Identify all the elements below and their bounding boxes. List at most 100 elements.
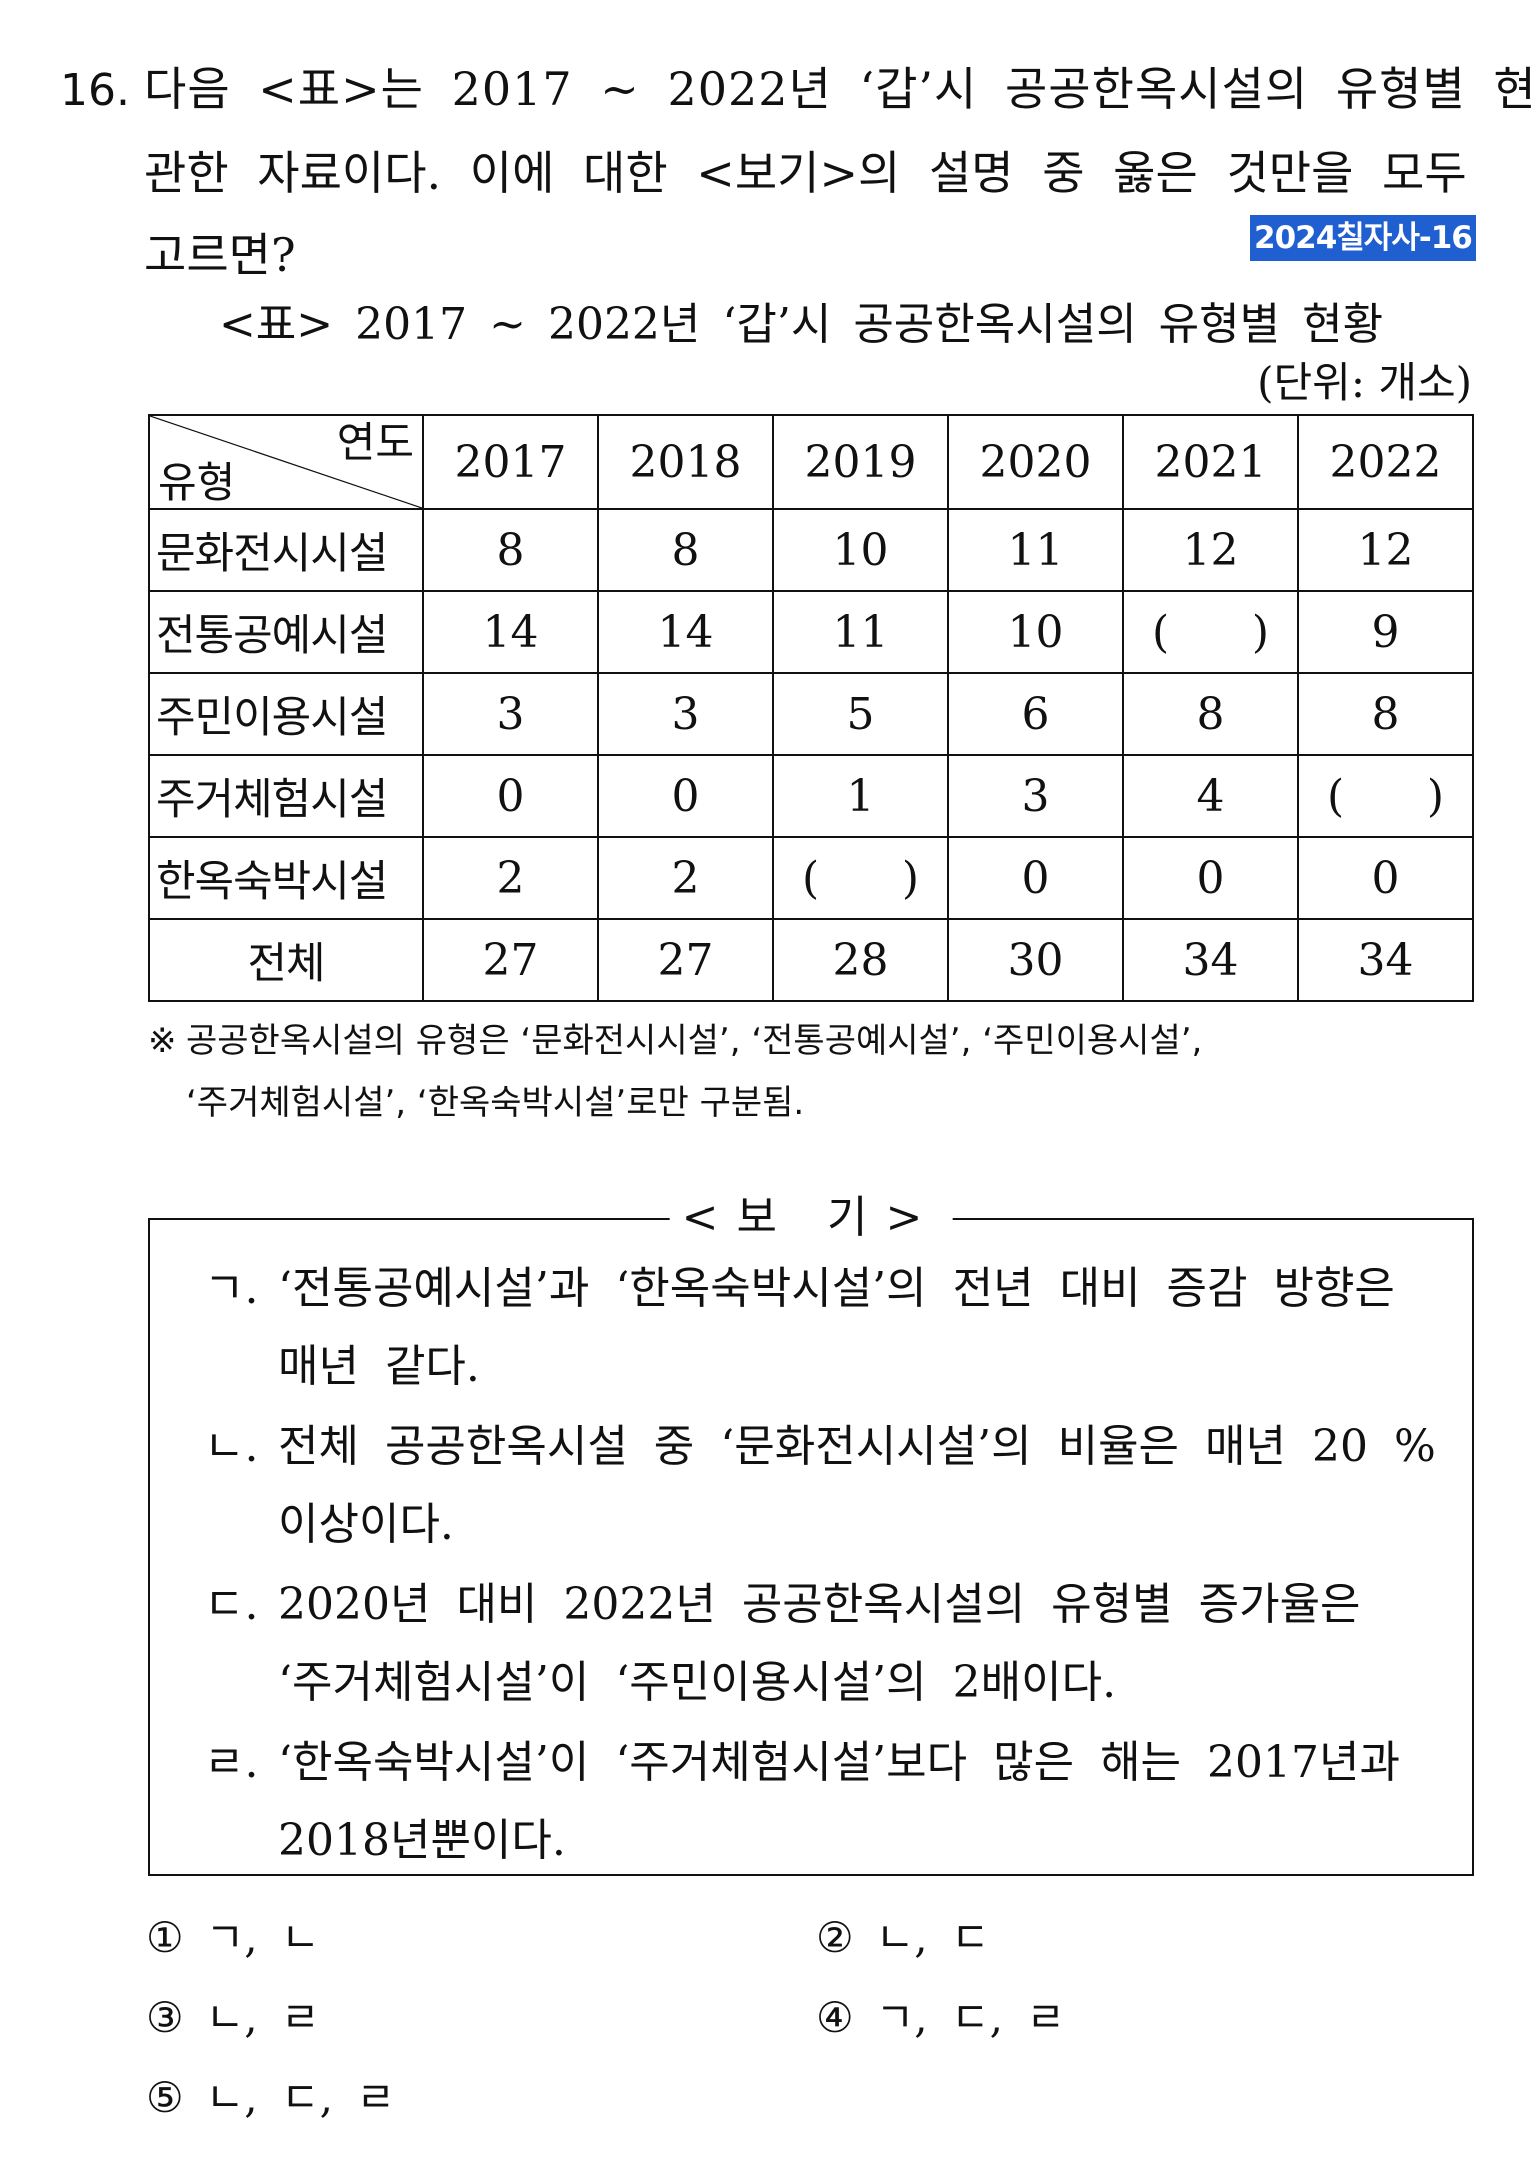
blank-paren: () xyxy=(1327,770,1444,822)
row-label: 주거체험시설 xyxy=(148,754,424,838)
table-cell: 1 xyxy=(772,754,949,838)
table-row: 전통공예시설 14 14 11 10 () 9 xyxy=(148,590,1474,674)
table-cell: 10 xyxy=(947,590,1124,674)
corner-type-label: 유형 xyxy=(158,458,236,507)
table-cell: 34 xyxy=(1122,918,1299,1002)
bogi-item-line: ‘주거체험시설’이 ‘주민이용시설’의 2배이다. xyxy=(278,1657,1117,1708)
row-label: 주민이용시설 xyxy=(148,672,424,756)
data-table: 연도 유형 2017 2018 2019 2020 2021 2022 문화전시… xyxy=(148,414,1474,1002)
table-cell: 34 xyxy=(1297,918,1474,1002)
blank-cell: () xyxy=(1297,754,1474,838)
table-note: ※ 공공한옥시설의 유형은 ‘문화전시시설’, ‘전통공예시설’, ‘주민이용시… xyxy=(148,1010,1476,1134)
answer-choice-5[interactable]: ⑤ ㄴ, ㄷ, ㄹ xyxy=(146,2068,395,2128)
table-cell: 0 xyxy=(597,754,774,838)
note-line-1: 공공한옥시설의 유형은 ‘문화전시시설’, ‘전통공예시설’, ‘주민이용시설’… xyxy=(186,1021,1203,1061)
bogi-item-line: ‘한옥숙박시설’이 ‘주거체험시설’보다 많은 해는 2017년과 xyxy=(278,1737,1400,1788)
table-row: 주거체험시설 0 0 1 3 4 () xyxy=(148,754,1474,838)
table-cell: 9 xyxy=(1297,590,1474,674)
bogi-item: ㄷ. 2020년 대비 2022년 공공한옥시설의 유형별 증가율은 ‘주거체험시… xyxy=(204,1566,1434,1722)
year-header: 2022 xyxy=(1297,414,1474,510)
bogi-item-line: 전체 공공한옥시설 중 ‘문화전시시설’의 비율은 매년 20 % xyxy=(278,1421,1436,1472)
table-header-row: 연도 유형 2017 2018 2019 2020 2021 2022 xyxy=(148,414,1474,510)
bogi-item-label: ㄹ. xyxy=(204,1737,259,1788)
table-cell: 28 xyxy=(772,918,949,1002)
note-line-2: ‘주거체험시설’, ‘한옥숙박시설’로만 구분됨. xyxy=(186,1083,805,1123)
row-label: 전통공예시설 xyxy=(148,590,424,674)
bogi-item-label: ㄴ. xyxy=(204,1421,259,1472)
corner-year-label: 연도 xyxy=(336,418,414,467)
bogi-item: ㄹ. ‘한옥숙박시설’이 ‘주거체험시설’보다 많은 해는 2017년과 2018… xyxy=(204,1724,1434,1880)
year-header: 2020 xyxy=(947,414,1124,510)
choice-number: ② xyxy=(816,1913,854,1962)
blank-paren: () xyxy=(802,852,919,904)
bogi-box: <보 기> ㄱ. ‘전통공예시설’과 ‘한옥숙박시설’의 전년 대비 증감 방향… xyxy=(148,1186,1474,1876)
table-cell: 14 xyxy=(422,590,599,674)
table-total-row: 전체 27 27 28 30 34 34 xyxy=(148,918,1474,1002)
source-badge: 2024칠자사-16 xyxy=(1250,215,1476,261)
table-cell: 0 xyxy=(947,836,1124,920)
year-header: 2018 xyxy=(597,414,774,510)
choice-text: ㄱ, ㄴ xyxy=(205,1913,320,1962)
choice-number: ⑤ xyxy=(146,2073,184,2122)
bogi-item-line: ‘전통공예시설’과 ‘한옥숙박시설’의 전년 대비 증감 방향은 xyxy=(278,1263,1395,1314)
table-cell: 3 xyxy=(422,672,599,756)
table-cell: 11 xyxy=(772,590,949,674)
table-cell: 8 xyxy=(422,508,599,592)
answer-choice-1[interactable]: ① ㄱ, ㄴ xyxy=(146,1908,320,1968)
choice-text: ㄴ, ㄷ, ㄹ xyxy=(205,2073,395,2122)
bogi-item-line: 매년 같다. xyxy=(278,1341,480,1392)
question-line-2: 관한 자료이다. 이에 대한 <보기>의 설명 중 옳은 것만을 모두 xyxy=(144,146,1467,200)
year-header: 2017 xyxy=(422,414,599,510)
bogi-item-line: 2020년 대비 2022년 공공한옥시설의 유형별 증가율은 xyxy=(278,1579,1361,1630)
table-title: <표> 2017 ~ 2022년 ‘갑’시 공공한옥시설의 유형별 현황 xyxy=(218,299,1384,350)
table-cell: 12 xyxy=(1122,508,1299,592)
choice-text: ㄴ, ㄷ xyxy=(875,1913,990,1962)
choice-text: ㄴ, ㄹ xyxy=(205,1993,320,2042)
row-label: 문화전시시설 xyxy=(148,508,424,592)
table-cell: 0 xyxy=(422,754,599,838)
table-cell: 11 xyxy=(947,508,1124,592)
row-label: 전체 xyxy=(148,918,424,1002)
year-header: 2019 xyxy=(772,414,949,510)
table-cell: 8 xyxy=(1297,672,1474,756)
table-cell: 4 xyxy=(1122,754,1299,838)
question-line-3: 고르면? xyxy=(144,228,296,282)
bogi-item-line: 이상이다. xyxy=(278,1499,454,1550)
table-cell: 12 xyxy=(1297,508,1474,592)
year-header: 2021 xyxy=(1122,414,1299,510)
answer-choice-2[interactable]: ② ㄴ, ㄷ xyxy=(816,1908,990,1968)
row-label: 한옥숙박시설 xyxy=(148,836,424,920)
choice-number: ④ xyxy=(816,1993,854,2042)
table-cell: 2 xyxy=(422,836,599,920)
bogi-item-label: ㄷ. xyxy=(204,1579,259,1630)
bogi-item-label: ㄱ. xyxy=(204,1263,259,1314)
choice-text: ㄱ, ㄷ, ㄹ xyxy=(875,1993,1065,2042)
table-cell: 27 xyxy=(422,918,599,1002)
question-stem: 16. 다음 <표>는 2017 ~ 2022년 ‘갑’시 공공한옥시설의 유형별… xyxy=(60,48,1532,296)
answer-choice-3[interactable]: ③ ㄴ, ㄹ xyxy=(146,1988,320,2048)
blank-cell: () xyxy=(772,836,949,920)
table-cell: 2 xyxy=(597,836,774,920)
table-row: 한옥숙박시설 2 2 () 0 0 0 xyxy=(148,836,1474,920)
blank-paren: () xyxy=(1152,606,1269,658)
table-unit: (단위: 개소) xyxy=(1257,358,1472,407)
table-cell: 8 xyxy=(1122,672,1299,756)
choice-number: ③ xyxy=(146,1993,184,2042)
table-cell: 27 xyxy=(597,918,774,1002)
note-mark: ※ xyxy=(148,1021,177,1061)
question-number: 16. xyxy=(60,65,130,116)
choice-number: ① xyxy=(146,1913,184,1962)
table-row: 주민이용시설 3 3 5 6 8 8 xyxy=(148,672,1474,756)
diagonal-line xyxy=(150,416,422,508)
table-cell: 6 xyxy=(947,672,1124,756)
question-line-1: 16. 다음 <표>는 2017 ~ 2022년 ‘갑’시 공공한옥시설의 유형별… xyxy=(60,48,1532,132)
table-cell: 8 xyxy=(597,508,774,592)
table-corner-cell: 연도 유형 xyxy=(148,414,424,510)
table-cell: 14 xyxy=(597,590,774,674)
table-cell: 10 xyxy=(772,508,949,592)
table-cell: 0 xyxy=(1122,836,1299,920)
table-cell: 30 xyxy=(947,918,1124,1002)
bogi-title: <보 기> xyxy=(669,1186,953,1250)
table-row: 문화전시시설 8 8 10 11 12 12 xyxy=(148,508,1474,592)
answer-choice-4[interactable]: ④ ㄱ, ㄷ, ㄹ xyxy=(816,1988,1065,2048)
